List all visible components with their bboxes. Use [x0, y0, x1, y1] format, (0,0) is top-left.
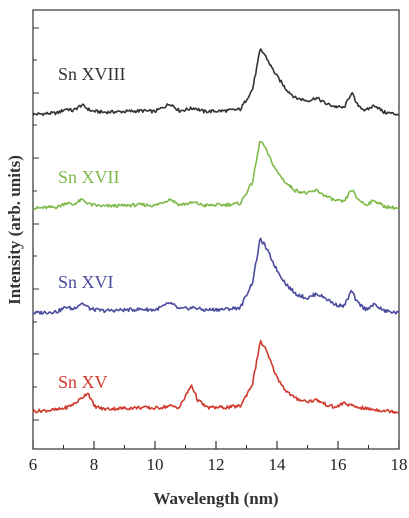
x-tick-label: 14	[269, 455, 287, 474]
y-axis-title: Intensity (arb. units)	[5, 155, 24, 305]
x-axis-title: Wavelength (nm)	[153, 489, 278, 508]
x-tick-label: 8	[90, 455, 99, 474]
series-line-sn-xviii	[32, 48, 400, 117]
series-label-sn-xvi: Sn XVI	[58, 272, 114, 292]
series-line-sn-xv	[32, 339, 400, 414]
series-line-sn-xvii	[32, 140, 400, 211]
series-label-sn-xvii: Sn XVII	[58, 167, 120, 187]
series-label-sn-xviii: Sn XVIII	[58, 64, 126, 84]
x-tick-label: 6	[29, 455, 38, 474]
plot-frame	[32, 9, 400, 450]
x-tick-label: 10	[147, 455, 164, 474]
x-tick-label: 12	[208, 455, 225, 474]
series-label-layer: Sn XVIII Sn XVII Sn XVI Sn XV	[58, 64, 126, 392]
series-label-sn-xv: Sn XV	[58, 372, 108, 392]
series-layer	[32, 48, 400, 414]
y-ticks	[33, 27, 39, 421]
series-line-sn-xvi	[32, 237, 400, 315]
x-tick-label: 18	[391, 455, 408, 474]
x-tick-label: 16	[330, 455, 347, 474]
x-ticks: 6 8 10 12 14 16 18	[29, 441, 408, 474]
